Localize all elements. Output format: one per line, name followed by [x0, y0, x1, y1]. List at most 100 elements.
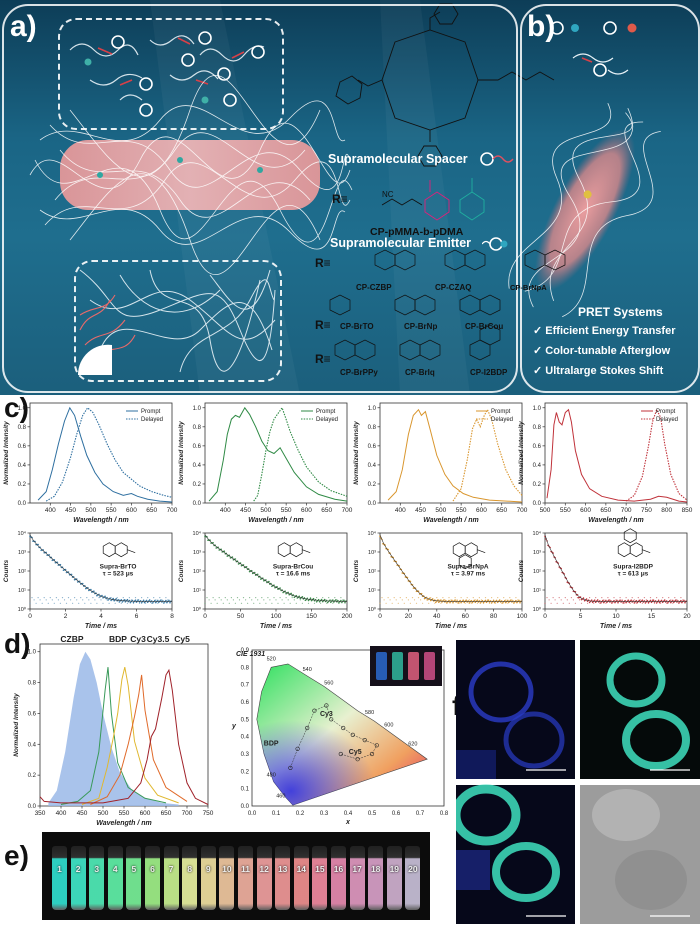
decay-point: [343, 599, 345, 602]
emitter-label: Supramolecular Emitter: [330, 236, 472, 250]
decay-point: [436, 597, 438, 599]
x-tick-label: 750: [641, 507, 652, 514]
decay-point: [245, 566, 248, 568]
decay-point: [440, 599, 442, 601]
cie-locus-blue: [256, 663, 428, 806]
decay-point: [212, 542, 214, 544]
decay-point: [330, 601, 332, 604]
cie-point: [338, 751, 343, 757]
decay-point: [552, 597, 554, 599]
microscopy-grid: [451, 640, 700, 924]
decay-point: [601, 597, 603, 599]
decay-point: [501, 602, 504, 604]
decay-point: [568, 602, 570, 604]
decay-point: [641, 602, 644, 604]
y-tick-label: 10²: [533, 569, 541, 575]
decay-point: [93, 590, 95, 592]
decay-point: [381, 597, 383, 599]
decay-point: [606, 601, 608, 604]
decay-point: [265, 602, 267, 604]
decay-point: [484, 599, 487, 602]
decay-point: [635, 599, 638, 602]
decay-point: [155, 599, 157, 601]
decay-point: [446, 602, 448, 604]
vial-number: 19: [389, 864, 400, 874]
decay-point: [509, 597, 511, 599]
panel-a-bottom-inset: [74, 260, 282, 382]
decay-point: [397, 602, 399, 604]
y-tick-label: 0.8: [28, 681, 37, 687]
series-label: CZBP: [60, 634, 83, 644]
decay-point: [672, 599, 674, 602]
cie-point: [374, 743, 379, 748]
decay-point: [490, 602, 493, 604]
decay-point: [613, 599, 615, 602]
cie-point: [329, 717, 334, 722]
cie-point: [350, 732, 355, 737]
pret-feature-1: ✓ Efficient Energy Transfer: [533, 325, 676, 337]
decay-point: [673, 601, 675, 604]
vial-number: 10: [222, 864, 232, 874]
decay-point: [169, 602, 171, 604]
decay-point: [276, 585, 278, 588]
decay-point: [658, 599, 660, 601]
decay-point: [305, 599, 307, 601]
decay-point: [668, 597, 670, 599]
vial-16: 16: [331, 846, 346, 910]
decay-point: [287, 591, 290, 594]
x-axis-label: x: [345, 819, 351, 826]
decay-point: [324, 599, 326, 601]
x-tick-label: 150: [306, 613, 317, 620]
decay-point: [35, 602, 37, 604]
vial-6: 6: [145, 846, 160, 910]
legend-label: Prompt: [316, 409, 336, 415]
y-tick-label: 0.6: [193, 444, 202, 450]
decay-point: [65, 602, 68, 604]
y-axis-label: Normalized Intensity: [353, 421, 360, 485]
decay-point: [49, 597, 51, 599]
decay-point: [474, 599, 476, 601]
decay-point: [283, 602, 285, 604]
molecule-ring: [617, 542, 631, 558]
decay-point: [212, 597, 214, 599]
decay-point: [234, 602, 236, 604]
decay-point: [316, 597, 318, 599]
decay-point: [476, 599, 479, 601]
molecule-bond: [477, 549, 486, 554]
decay-point: [383, 599, 385, 601]
vial-20: 20: [405, 846, 421, 910]
decay-point: [482, 602, 485, 604]
decay-point: [291, 597, 293, 599]
decay-point: [478, 597, 480, 599]
y-tick-label: 10⁰: [193, 606, 202, 613]
y-tick-label: 0.0: [368, 501, 377, 507]
vial-number: 20: [408, 864, 418, 874]
decay-point: [470, 602, 472, 604]
decay-point: [129, 601, 132, 604]
panel-b-frame: [520, 4, 700, 393]
y-tick-label: 10⁴: [368, 530, 377, 537]
x-tick-label: 0.8: [440, 811, 449, 817]
decay-point: [480, 599, 482, 601]
decay-point: [120, 599, 123, 601]
decay-point: [454, 597, 456, 599]
decay-point: [582, 597, 585, 599]
y-tick-label: 0.2: [193, 482, 202, 488]
decay-point: [435, 601, 437, 603]
decay-point: [602, 599, 604, 602]
vial-12: 12: [256, 846, 272, 910]
decay-point: [385, 602, 387, 604]
decay-point: [230, 597, 232, 599]
legend-label: Delayed: [316, 417, 338, 423]
decay-lifetime: τ = 613 μs: [618, 571, 649, 578]
decay-point: [649, 597, 652, 599]
series-line-prompt: [546, 408, 688, 503]
y-tick-label: 10⁰: [18, 606, 27, 613]
emitter-name: CP-BrPPy: [340, 368, 378, 377]
decay-point: [223, 550, 226, 552]
decay-point: [574, 602, 577, 604]
decay-point: [90, 588, 92, 591]
decay-point: [391, 602, 393, 604]
x-tick-label: 700: [621, 507, 632, 514]
locus-wavelength-label: 540: [303, 667, 312, 673]
